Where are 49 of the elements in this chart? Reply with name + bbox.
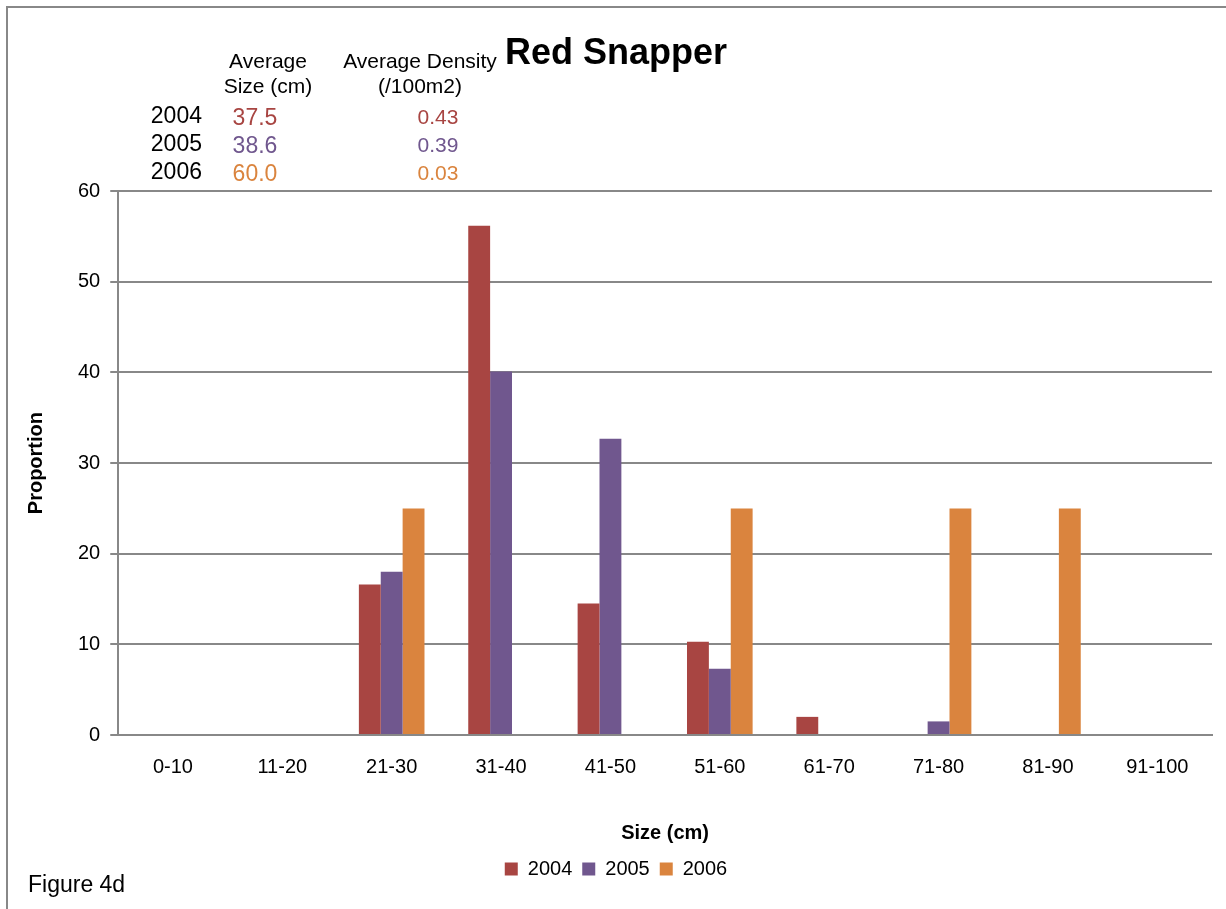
legend-label: 2004: [527, 856, 573, 879]
text: 2006: [150, 158, 202, 184]
x-axis-title: Size (cm): [621, 820, 710, 843]
y-tick-label: 50: [78, 269, 101, 292]
bar: [730, 508, 753, 734]
bar: [577, 603, 600, 734]
text: 0.43: [417, 105, 459, 128]
caption: Figure 4d: [28, 871, 126, 897]
bar: [380, 571, 403, 734]
y-tick-label: 40: [78, 359, 101, 382]
x-tick-label: 71-80: [912, 754, 965, 777]
x-tick-label: 41-50: [584, 754, 637, 777]
legend-label: 2006: [682, 856, 728, 879]
text: 60.0: [232, 160, 278, 186]
chart-title: Red Snapper: [504, 30, 728, 72]
text: 37.5: [232, 104, 278, 130]
bar: [949, 508, 972, 734]
bar: [927, 721, 950, 734]
text: 2004: [150, 102, 202, 128]
bar: [402, 508, 425, 734]
bar: [468, 225, 491, 734]
x-tick-label: 11-20: [257, 754, 308, 777]
x-tick-label: 61-70: [803, 754, 855, 777]
bar: [358, 584, 381, 734]
y-axis-title: Proportion: [23, 411, 46, 515]
text: Average Density (/100m2): [343, 49, 497, 98]
y-tick-label: 0: [89, 722, 101, 745]
x-tick-label: 91-100: [1126, 754, 1189, 777]
legend-label: 2005: [605, 856, 650, 879]
bar: [1058, 508, 1081, 734]
x-tick-label: 81-90: [1022, 754, 1074, 777]
text: Average Size (cm): [222, 48, 314, 99]
bar: [490, 371, 512, 734]
x-tick-label: 21-30: [366, 754, 418, 777]
bar: [796, 716, 819, 734]
bar: [599, 438, 622, 734]
text: 2005: [150, 130, 202, 156]
x-tick-label: 0-10: [152, 754, 193, 777]
bar: [708, 668, 731, 734]
y-tick-label: 10: [78, 631, 101, 654]
text: 38.6: [232, 132, 278, 158]
y-tick-label: 60: [78, 178, 101, 201]
bar: [687, 641, 709, 734]
x-tick-label: 31-40: [475, 754, 527, 777]
text: 0.03: [417, 161, 459, 184]
y-tick-label: 20: [78, 541, 101, 564]
text: 0.39: [417, 133, 459, 156]
x-tick-label: 51-60: [694, 754, 746, 777]
y-tick-label: 30: [78, 450, 101, 473]
